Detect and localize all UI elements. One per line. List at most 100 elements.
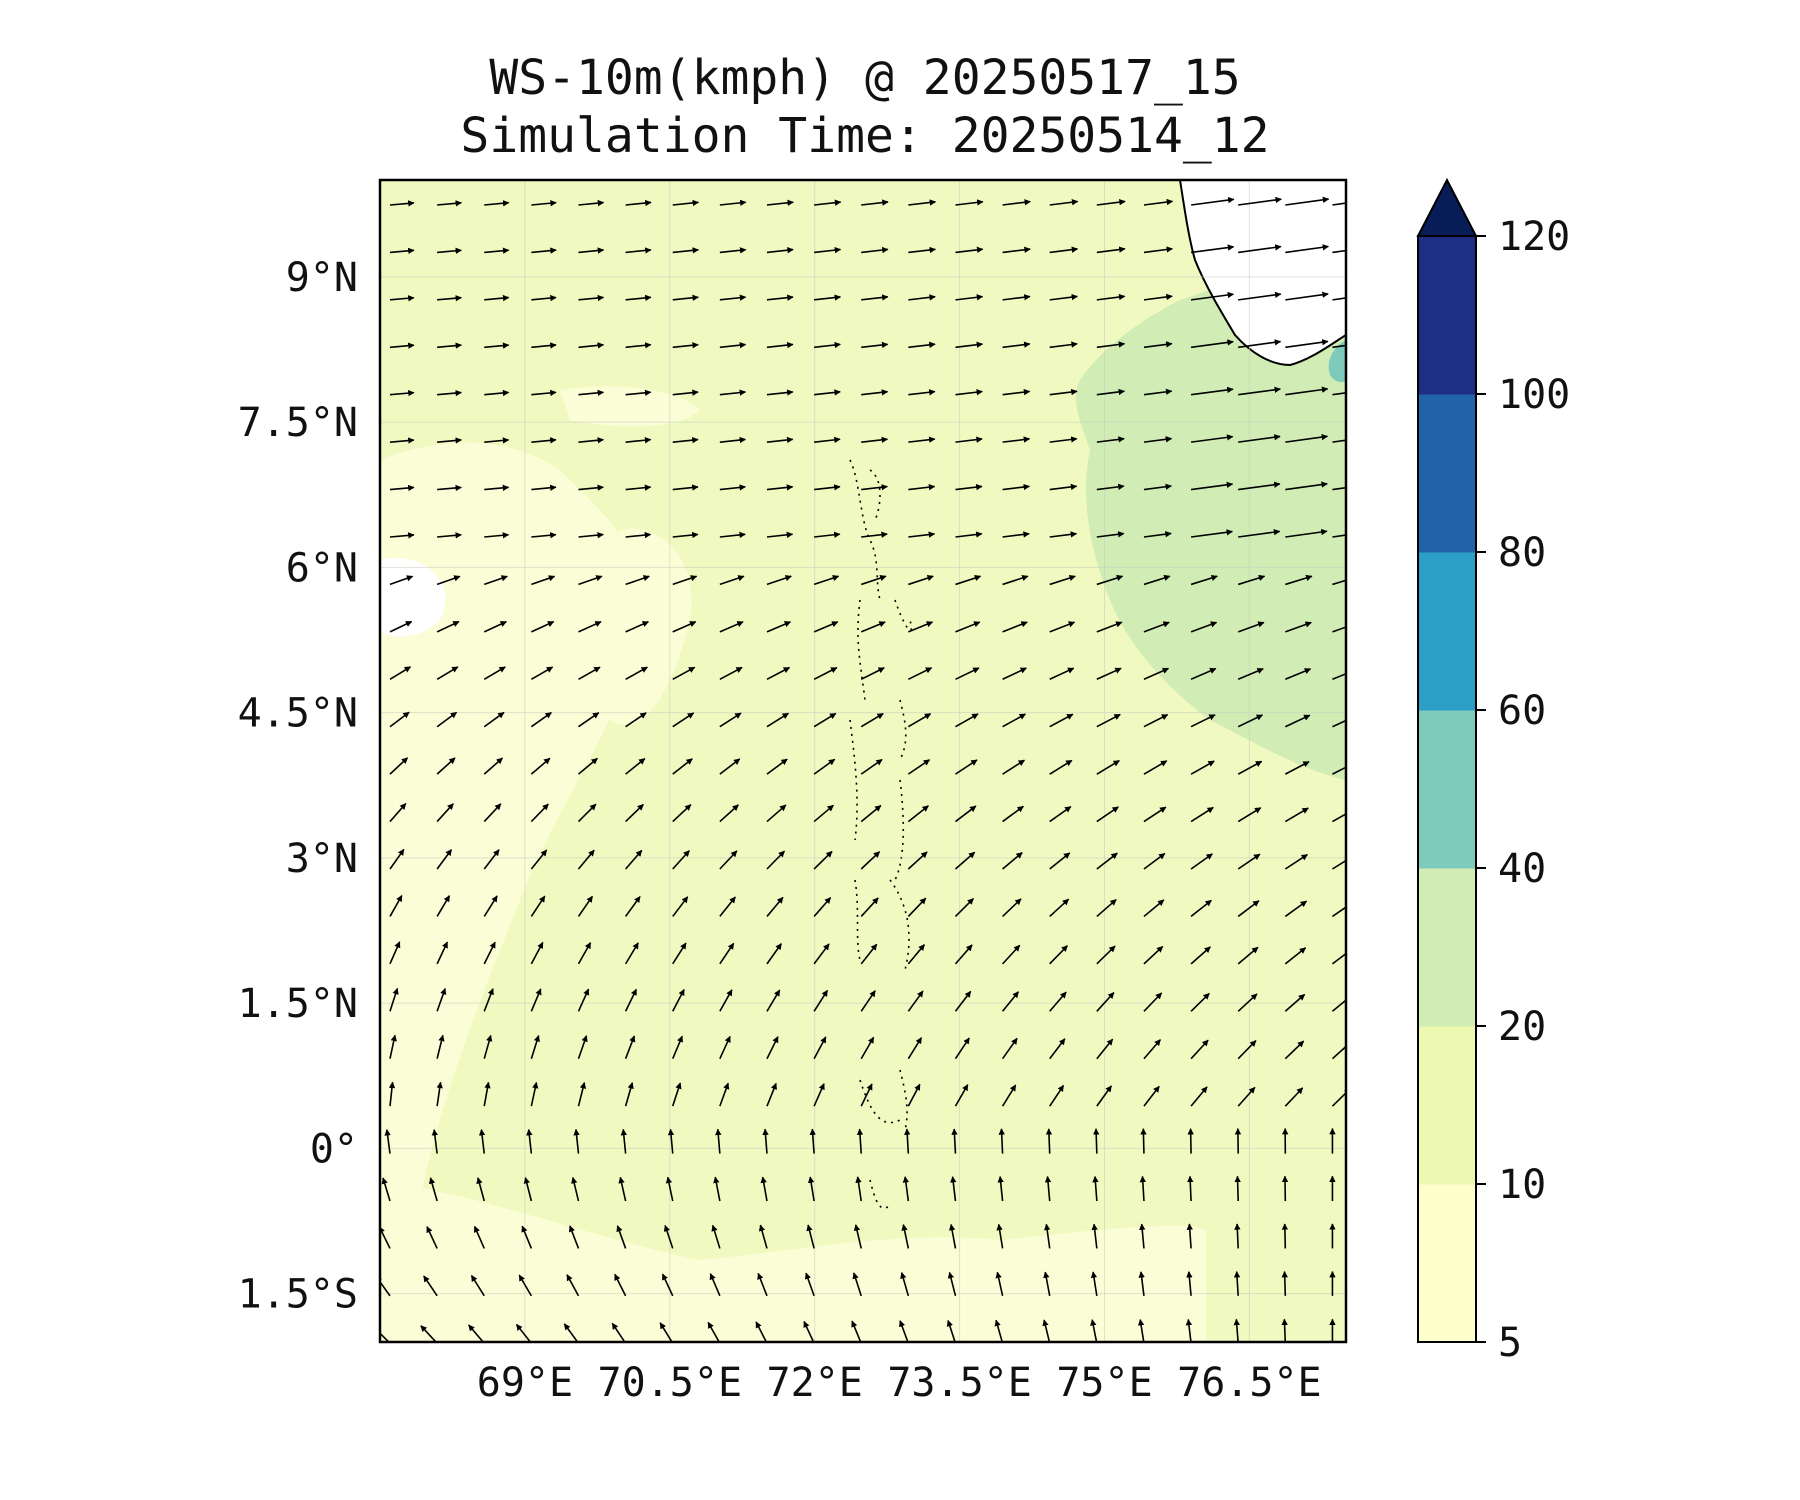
wind-arrow [530, 757, 551, 775]
colorbar-segment [1418, 552, 1476, 711]
colorbar-label: 100 [1498, 372, 1570, 418]
wind-arrow [1092, 1175, 1099, 1202]
colorbar-frame [1417, 235, 1477, 1343]
wind-arrow [955, 483, 983, 491]
wind-arrow [473, 1225, 485, 1249]
wind-arrow [389, 666, 412, 680]
wind-arrow [531, 294, 557, 302]
wind-arrow [389, 711, 410, 728]
colorbar-label: 40 [1498, 846, 1546, 892]
wind-arrow [719, 896, 736, 917]
wind-arrow [1285, 244, 1330, 254]
wind-arrow [907, 805, 929, 823]
wind-arrow [578, 342, 605, 349]
wind-arrow [578, 294, 605, 302]
wind-arrow [661, 1273, 674, 1297]
wind-arrow [578, 531, 604, 539]
wind-arrow [907, 990, 924, 1012]
wind-arrow [908, 621, 934, 633]
wind-arrow [860, 621, 886, 633]
wind-arrow [577, 942, 592, 965]
wind-arrow [1049, 621, 1076, 633]
wind-arrow [1238, 339, 1282, 349]
wind-arrow [1043, 1223, 1051, 1249]
wind-arrow [483, 575, 508, 586]
map-title-line1: WS-10m(kmph) @ 20250517_15 [489, 50, 1241, 106]
wind-arrow [672, 850, 690, 870]
land-india [1180, 180, 1346, 365]
wind-arrow [908, 436, 936, 443]
wind-arrow [766, 989, 781, 1012]
wind-arrow [1096, 483, 1125, 491]
wind-arrow [1002, 246, 1031, 254]
wind-arrow [1190, 806, 1214, 823]
wind-arrow [997, 1176, 1004, 1202]
colorbar-segment [1418, 710, 1476, 869]
wind-arrow [531, 389, 557, 397]
wind-arrow [483, 757, 504, 775]
wind-arrow [860, 1036, 875, 1060]
colorbar-label: 60 [1498, 688, 1546, 734]
wind-arrow [1143, 1085, 1160, 1107]
wind-arrow [1237, 993, 1258, 1012]
wind-arrow [530, 666, 554, 680]
wind-arrow [856, 1128, 864, 1154]
wind-arrow [1049, 388, 1078, 396]
wind-arrow [578, 437, 604, 444]
wind-arrow [1190, 196, 1235, 206]
wind-arrow [577, 849, 595, 870]
wind-arrow [1096, 246, 1126, 254]
wind-arrow [1049, 991, 1067, 1012]
wind-arrow [861, 341, 889, 349]
wind-arrow [852, 1272, 862, 1297]
map-title-line2: Simulation Time: 20250514_12 [460, 108, 1270, 164]
wind-arrow [672, 294, 699, 301]
wind-arrow [1049, 713, 1074, 728]
wind-arrow [436, 666, 459, 680]
wind-arrow [667, 1128, 675, 1154]
wind-arrow [1237, 621, 1265, 633]
wind-arrow [521, 1225, 533, 1249]
wind-arrow [766, 1082, 777, 1107]
wind-arrow [530, 849, 548, 870]
wind-arrow [389, 295, 415, 302]
wind-arrow [814, 341, 841, 349]
wind-arrow [1090, 1319, 1098, 1342]
wind-arrow [907, 944, 926, 965]
wind-arrow [1140, 1128, 1147, 1154]
gridlines [380, 180, 1346, 1342]
wind-arrow [1284, 993, 1306, 1012]
wind-arrow [1331, 906, 1346, 918]
wind-arrow [624, 1035, 636, 1060]
wind-arrow [1143, 293, 1173, 301]
wind-arrow [1143, 483, 1172, 491]
wind-arrow [436, 941, 449, 965]
wind-arrow [388, 1081, 396, 1107]
wind-arrow [389, 342, 415, 349]
wind-arrow [907, 713, 932, 728]
wind-arrow [568, 1225, 580, 1249]
wind-arrow [907, 1083, 921, 1107]
wind-arrow [1281, 1318, 1288, 1342]
wind-arrow [1096, 436, 1125, 443]
wind-arrow [624, 896, 641, 917]
wind-arrow [1049, 199, 1079, 206]
wind-arrow [389, 247, 415, 255]
wind-arrow [719, 575, 745, 586]
wind-arrow [389, 802, 407, 823]
wind-arrow [384, 1129, 391, 1154]
wind-arrow [1143, 436, 1173, 443]
wind-arrow [1002, 713, 1026, 728]
wind-arrow [1096, 388, 1125, 396]
wind-arrow [1096, 806, 1119, 823]
wind-arrow [1096, 621, 1123, 633]
wind-arrow [955, 436, 983, 443]
wind-arrow [766, 199, 794, 206]
wind-arrow [719, 531, 746, 539]
wind-arrow [1233, 1271, 1241, 1296]
wind-arrow [900, 1272, 910, 1297]
wind-arrow [860, 1083, 873, 1107]
wind-arrow [860, 851, 881, 870]
wind-arrow [530, 711, 552, 728]
wind-arrow [1143, 760, 1168, 775]
